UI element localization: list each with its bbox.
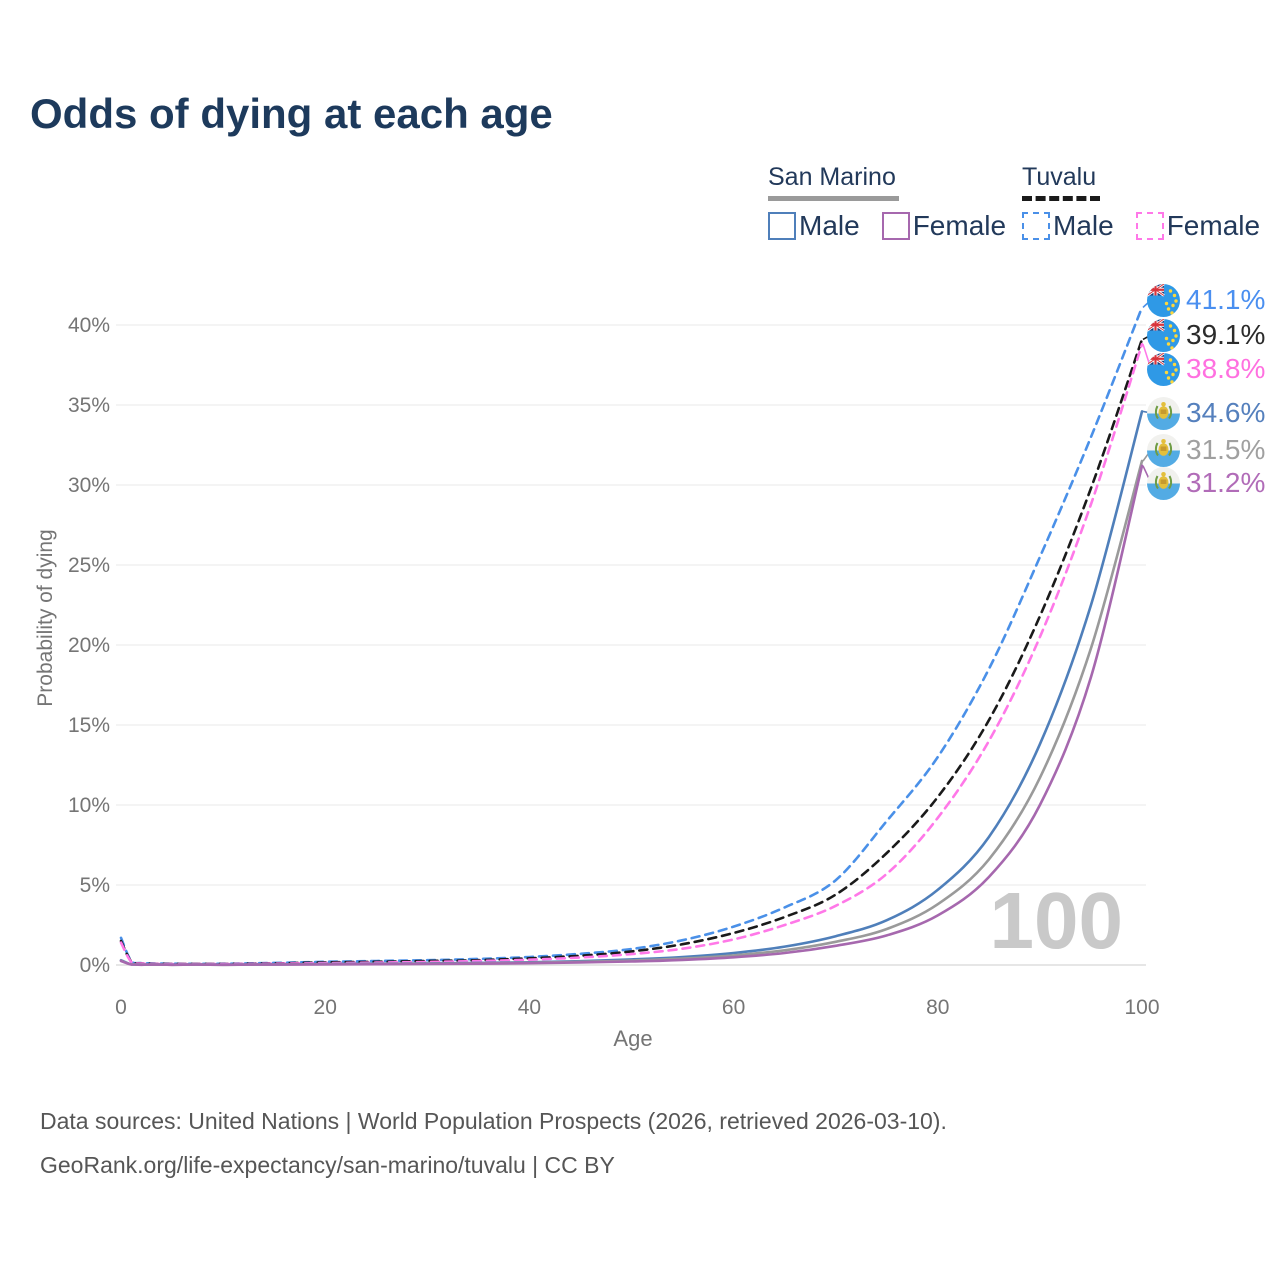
- y-tick-label: 15%: [68, 714, 110, 737]
- y-tick-label: 40%: [68, 314, 110, 337]
- legend-label-tuvalu-female: Female: [1166, 210, 1261, 241]
- series-line-san-marino-female: [119, 464, 1144, 967]
- san-marino-flag-icon: [1147, 396, 1180, 430]
- x-tick-label: 100: [1124, 996, 1159, 1019]
- end-label-value: 38.8%: [1186, 353, 1266, 384]
- end-label-tuvalu-male: 41.1%: [1147, 283, 1265, 317]
- y-tick-label: 30%: [68, 474, 110, 497]
- san-marino-flag-icon: [1147, 466, 1180, 500]
- end-label-value: 41.1%: [1186, 284, 1266, 315]
- legend-group-title-san-marino: San Marino: [768, 163, 896, 191]
- footer-sources: Data sources: United Nations | World Pop…: [40, 1108, 947, 1134]
- tuvalu-flag-icon: [1147, 283, 1180, 317]
- legend-group-san-marino: San Marino Male Female: [768, 163, 1028, 242]
- tuvalu-flag-icon: [1147, 318, 1180, 352]
- y-tick-label: 25%: [68, 554, 110, 577]
- series-line-tuvalu-both-sexes: [119, 338, 1144, 966]
- footer: Data sources: United Nations | World Pop…: [40, 1108, 947, 1196]
- legend-swatch-san-marino-male: [768, 212, 796, 240]
- x-axis-title: Age: [613, 1026, 653, 1051]
- end-label-value: 39.1%: [1186, 319, 1266, 350]
- x-tick-label: 0: [115, 996, 127, 1019]
- x-tick-label: 40: [518, 996, 541, 1019]
- tuvalu-flag-icon: [1147, 318, 1180, 352]
- end-label-san-marino-female: 31.2%: [1147, 466, 1265, 500]
- san-marino-flag-icon: [1147, 433, 1180, 467]
- y-tick-label: 0%: [80, 954, 110, 977]
- series-line-tuvalu-male: [119, 306, 1144, 966]
- legend-swatch-tuvalu-female: [1135, 212, 1164, 240]
- tuvalu-flag-icon: [1147, 352, 1180, 386]
- end-label-san-marino-both-sexes: 31.5%: [1147, 433, 1265, 467]
- legend-underline-tuvalu: [1022, 196, 1100, 201]
- legend-label-san-marino-female: Female: [912, 210, 1007, 241]
- san-marino-flag-icon: [1147, 466, 1180, 500]
- page-title: Odds of dying at each age: [30, 90, 553, 137]
- y-tick-label: 10%: [68, 794, 110, 817]
- footer-attribution: GeoRank.org/life-expectancy/san-marino/t…: [40, 1152, 615, 1178]
- end-label-tuvalu-both-sexes: 39.1%: [1147, 318, 1265, 352]
- end-label-san-marino-male: 34.6%: [1147, 396, 1265, 430]
- end-label-tuvalu-female: 38.8%: [1147, 352, 1265, 386]
- legend-swatch-tuvalu-male: [1022, 212, 1050, 240]
- series-line-tuvalu-female: [119, 342, 1144, 966]
- san-marino-flag-icon: [1147, 396, 1180, 430]
- tuvalu-flag-icon: [1147, 283, 1180, 317]
- legend-label-san-marino-male: Male: [799, 210, 860, 241]
- y-axis-title: Probability of dying: [34, 529, 57, 707]
- y-tick-label: 35%: [68, 394, 110, 417]
- end-label-value: 31.5%: [1186, 434, 1266, 465]
- x-tick-label: 20: [314, 996, 337, 1019]
- tuvalu-flag-icon: [1147, 352, 1180, 386]
- legend-group-title-tuvalu: Tuvalu: [1022, 163, 1097, 191]
- end-label-value: 31.2%: [1186, 467, 1266, 498]
- legend-label-tuvalu-male: Male: [1053, 210, 1114, 241]
- legend-items-tuvalu: Male Female: [1022, 210, 1280, 242]
- watermark-age-100: 100: [990, 876, 1123, 965]
- legend-underline-san-marino: [768, 196, 899, 201]
- x-tick-label: 80: [926, 996, 949, 1019]
- end-label-value: 34.6%: [1186, 397, 1266, 428]
- legend-items-san-marino: Male Female: [768, 210, 1028, 242]
- y-tick-label: 20%: [68, 634, 110, 657]
- san-marino-flag-icon: [1147, 433, 1180, 467]
- legend-group-tuvalu: Tuvalu Male Female: [1022, 163, 1280, 242]
- legend-swatch-san-marino-female: [881, 212, 910, 240]
- y-tick-label: 5%: [80, 874, 110, 897]
- x-tick-label: 60: [722, 996, 745, 1019]
